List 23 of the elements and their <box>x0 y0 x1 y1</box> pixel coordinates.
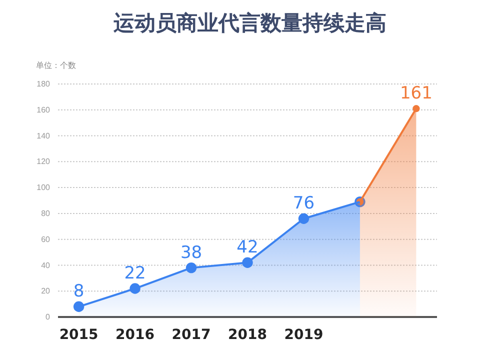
y-axis-title: 单位：个数 <box>36 61 76 70</box>
x-tick-label: 2015 <box>59 326 98 343</box>
data-label: 38 <box>180 242 202 263</box>
x-tick-label: 2016 <box>116 326 155 343</box>
x-tick-label: 2018 <box>228 326 267 343</box>
y-tick-label: 0 <box>46 312 51 322</box>
y-tick-label: 100 <box>36 183 51 192</box>
y-tick-label: 60 <box>41 234 51 244</box>
x-tick-label: 2017 <box>172 326 211 343</box>
y-tick-label: 120 <box>36 157 51 166</box>
y-tick-label: 140 <box>36 131 51 140</box>
data-label: 8 <box>73 282 84 302</box>
chart-title: 运动员商业代言数量持续走高 <box>112 11 386 35</box>
y-tick-label: 160 <box>36 105 51 114</box>
x-tick-label: 2019 <box>284 326 324 343</box>
data-label: 161 <box>400 84 432 104</box>
y-tick-label: 40 <box>41 260 51 270</box>
data-label: 22 <box>124 264 146 284</box>
y-tick-label: 20 <box>41 286 51 296</box>
y-tick-label: 80 <box>41 209 51 218</box>
data-label: 42 <box>236 238 258 258</box>
data-label: 76 <box>292 194 315 214</box>
y-tick-label: 180 <box>36 80 51 89</box>
